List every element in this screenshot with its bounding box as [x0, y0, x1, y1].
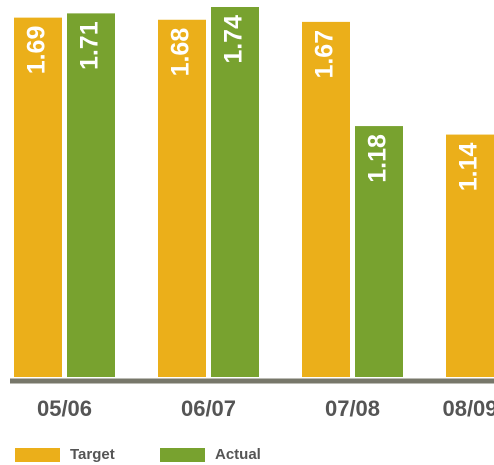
bar	[14, 17, 62, 378]
x-tick-label: 08/09	[442, 396, 494, 421]
value-label: 1.74	[220, 15, 248, 64]
x-tick-label: 05/06	[37, 396, 92, 421]
legend-swatch	[15, 448, 60, 462]
bar	[158, 19, 206, 378]
value-label: 1.14	[455, 143, 483, 192]
value-label: 1.71	[76, 21, 104, 70]
bar	[302, 21, 350, 377]
value-label: 1.69	[23, 26, 51, 75]
value-label: 1.18	[364, 134, 392, 183]
legend-swatch	[160, 448, 205, 462]
bar	[446, 134, 494, 377]
value-label: 1.68	[167, 28, 195, 77]
legend-label: Actual	[215, 446, 261, 463]
bar	[355, 126, 403, 377]
legend-label: Target	[70, 446, 115, 463]
bar	[211, 7, 259, 377]
x-tick-label: 07/08	[325, 396, 380, 421]
bar	[67, 13, 115, 378]
x-tick-label: 06/07	[181, 396, 236, 421]
value-label: 1.67	[311, 30, 339, 79]
